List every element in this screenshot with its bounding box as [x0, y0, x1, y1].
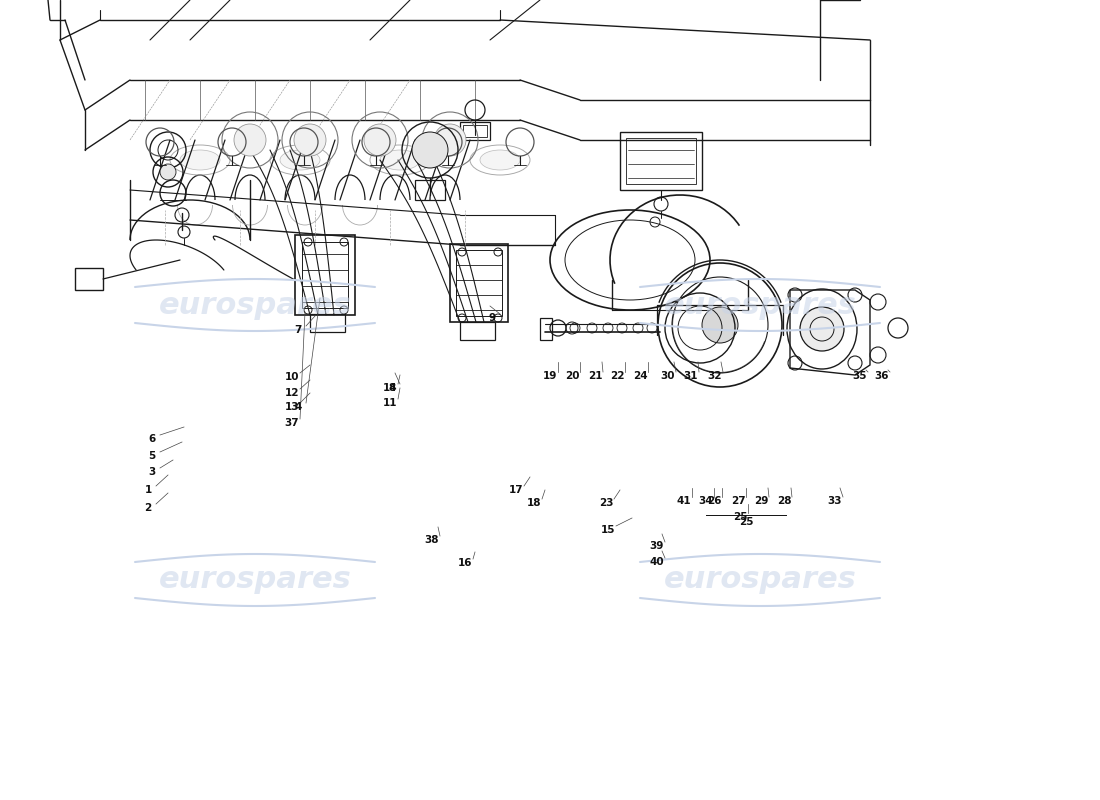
- Text: 15: 15: [601, 525, 615, 535]
- Text: 24: 24: [632, 371, 647, 381]
- Text: 36: 36: [874, 371, 889, 381]
- Bar: [295, 235, 355, 315]
- Bar: [626, 138, 696, 184]
- Circle shape: [434, 124, 466, 156]
- Text: 34: 34: [698, 496, 713, 506]
- Text: 28: 28: [777, 496, 791, 506]
- Text: 25: 25: [739, 517, 754, 527]
- Bar: [460, 122, 490, 140]
- Text: 40: 40: [650, 557, 664, 567]
- Text: 4: 4: [295, 402, 301, 412]
- Circle shape: [364, 124, 396, 156]
- Bar: [450, 244, 508, 322]
- Circle shape: [234, 124, 266, 156]
- Ellipse shape: [379, 150, 420, 170]
- Text: 30: 30: [661, 371, 675, 381]
- Ellipse shape: [180, 150, 220, 170]
- Text: 9: 9: [488, 313, 496, 323]
- Text: 37: 37: [285, 418, 299, 428]
- Text: 3: 3: [148, 467, 155, 477]
- Bar: [456, 250, 502, 316]
- Text: 6: 6: [148, 434, 155, 444]
- Text: eurospares: eurospares: [663, 290, 857, 319]
- Text: 5: 5: [148, 451, 155, 461]
- Circle shape: [294, 124, 326, 156]
- Text: 31: 31: [684, 371, 699, 381]
- Ellipse shape: [480, 150, 520, 170]
- Bar: [463, 125, 487, 137]
- Text: 27: 27: [730, 496, 746, 506]
- Text: 32: 32: [707, 371, 723, 381]
- Text: 1: 1: [144, 485, 152, 495]
- Text: 19: 19: [542, 371, 558, 381]
- Text: 8: 8: [388, 383, 396, 393]
- Text: 7: 7: [295, 325, 301, 335]
- Bar: [620, 132, 702, 190]
- Text: 41: 41: [676, 496, 691, 506]
- Circle shape: [702, 307, 738, 343]
- Text: 11: 11: [383, 398, 397, 408]
- Ellipse shape: [280, 150, 320, 170]
- Bar: [540, 318, 552, 340]
- Circle shape: [412, 132, 448, 168]
- Text: 25: 25: [733, 512, 747, 522]
- Text: 39: 39: [650, 541, 664, 551]
- Text: 14: 14: [383, 383, 397, 393]
- Text: 29: 29: [754, 496, 768, 506]
- Text: eurospares: eurospares: [158, 566, 351, 594]
- Text: 33: 33: [827, 496, 843, 506]
- Text: 22: 22: [609, 371, 625, 381]
- Circle shape: [800, 307, 844, 351]
- Text: 26: 26: [706, 496, 722, 506]
- Text: 23: 23: [598, 498, 614, 508]
- Bar: [460, 322, 495, 340]
- Bar: [75, 268, 103, 290]
- Bar: [302, 242, 348, 308]
- Text: 35: 35: [852, 371, 867, 381]
- Circle shape: [160, 164, 176, 180]
- Bar: [415, 180, 446, 200]
- Text: 10: 10: [285, 372, 299, 382]
- Text: 38: 38: [425, 535, 439, 545]
- Text: 12: 12: [285, 388, 299, 398]
- Text: eurospares: eurospares: [158, 290, 351, 319]
- Text: 20: 20: [564, 371, 580, 381]
- Text: 21: 21: [587, 371, 603, 381]
- Text: 18: 18: [527, 498, 541, 508]
- Text: 2: 2: [144, 503, 152, 513]
- Text: 16: 16: [458, 558, 472, 568]
- Text: eurospares: eurospares: [663, 566, 857, 594]
- Bar: [310, 314, 345, 332]
- Text: 17: 17: [508, 485, 524, 495]
- Text: 13: 13: [285, 402, 299, 412]
